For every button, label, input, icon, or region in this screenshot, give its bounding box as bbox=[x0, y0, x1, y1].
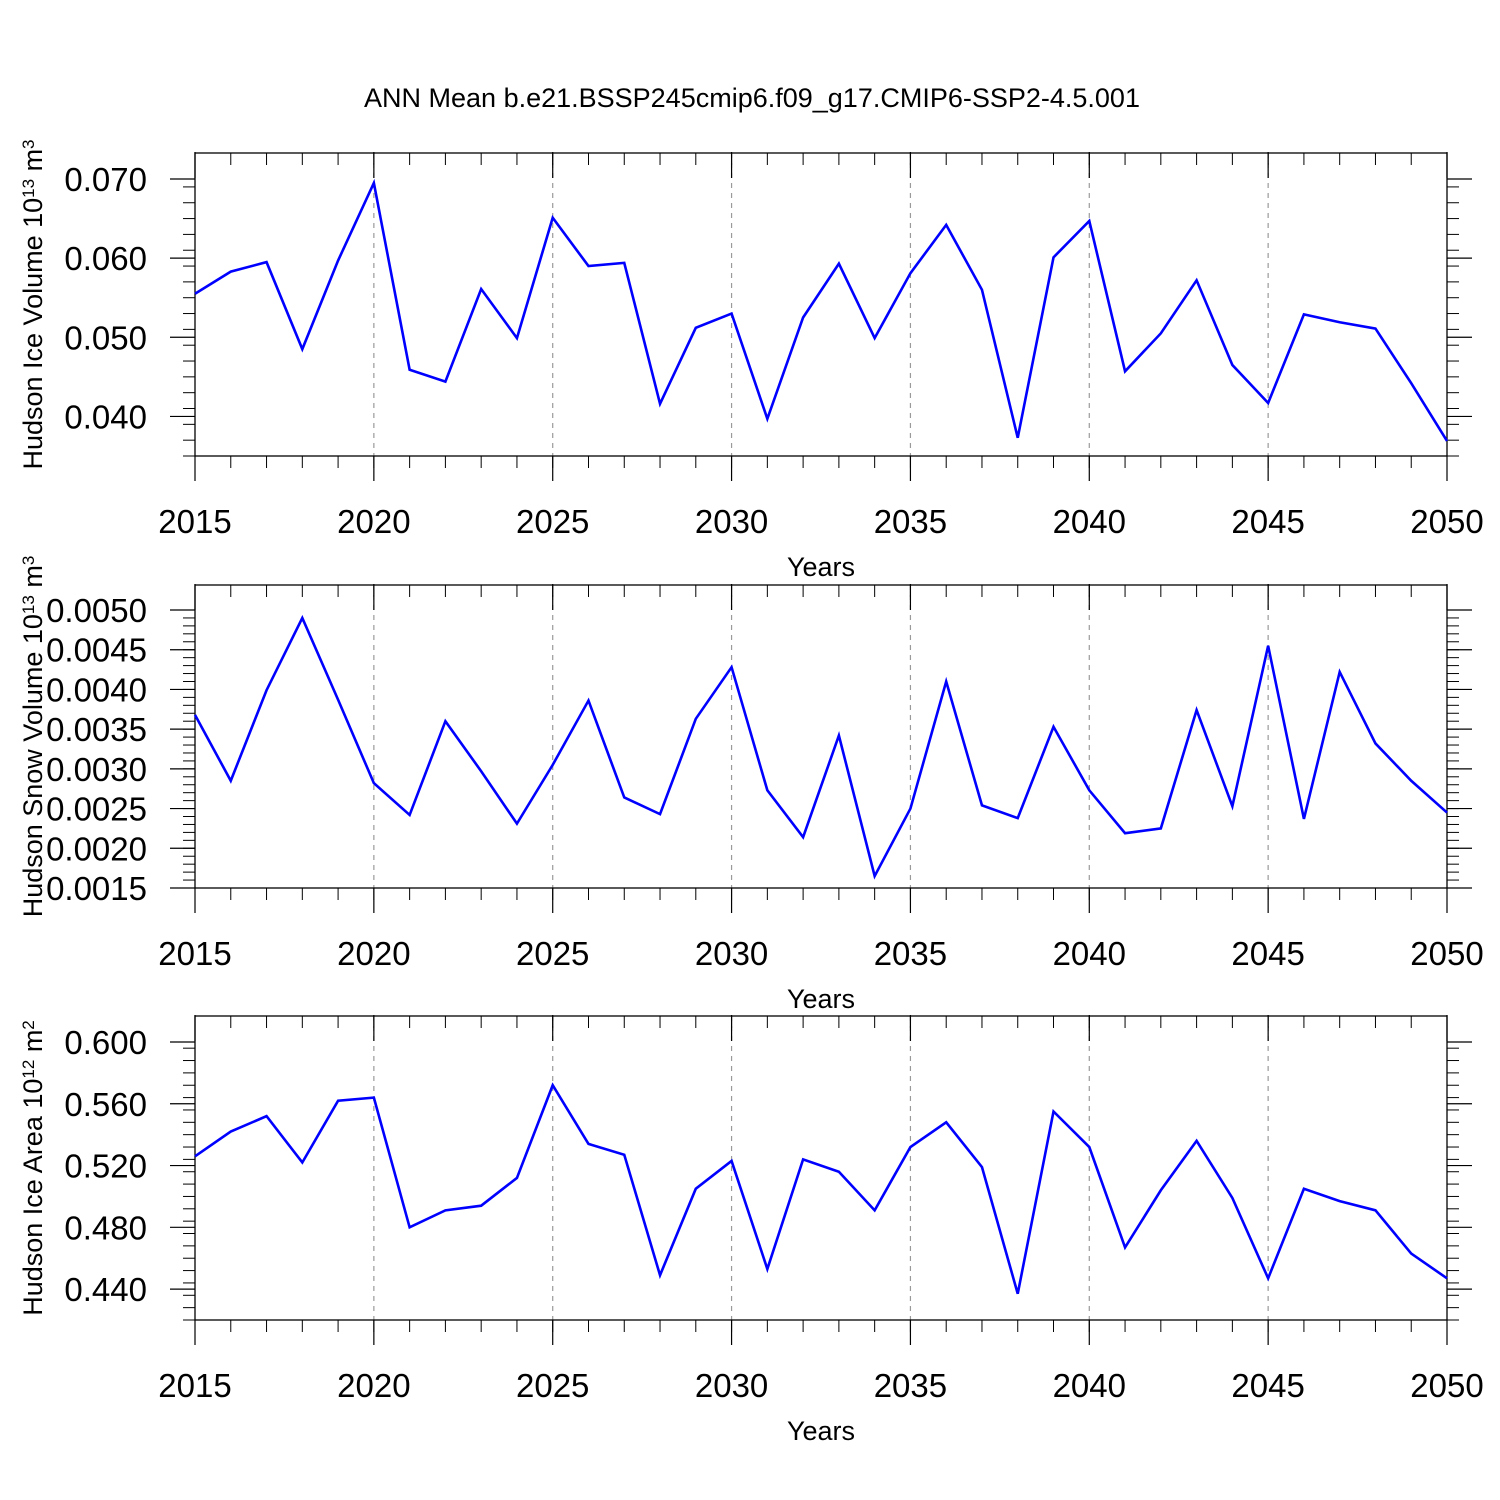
x-tick-label: 2020 bbox=[337, 935, 410, 972]
y-axis-label-superscript: 2 bbox=[19, 1020, 38, 1029]
x-tick-label: 2020 bbox=[337, 1367, 410, 1404]
x-tick-label: 2045 bbox=[1231, 503, 1304, 540]
x-tick-label: 2040 bbox=[1053, 503, 1126, 540]
y-axis-label-superscript: 13 bbox=[19, 595, 38, 614]
x-tick-label: 2030 bbox=[695, 935, 768, 972]
y-axis-label-part: Hudson Ice Area 10 bbox=[18, 1079, 48, 1316]
y-axis-label-superscript: 3 bbox=[19, 139, 38, 148]
x-tick-label: 2025 bbox=[516, 503, 589, 540]
x-tick-label: 2025 bbox=[516, 1367, 589, 1404]
x-tick-label: 2035 bbox=[874, 935, 947, 972]
x-tick-label: 2030 bbox=[695, 1367, 768, 1404]
y-axis-label-part: m bbox=[18, 149, 48, 179]
y-tick-label: 0.0025 bbox=[46, 791, 147, 828]
y-tick-label: 0.440 bbox=[64, 1271, 147, 1308]
x-tick-label: 2050 bbox=[1410, 1367, 1483, 1404]
y-axis-label-part: m bbox=[18, 1030, 48, 1060]
panel-1: 2015 2020 2025 2030 2035 2040 2045 2050 0.040 0.0… bbox=[18, 139, 1484, 582]
x-tick-label: 2035 bbox=[874, 503, 947, 540]
x-tick-label: 2050 bbox=[1410, 935, 1483, 972]
x-tick-label: 2045 bbox=[1231, 1367, 1304, 1404]
series-line bbox=[194, 1082, 1448, 1295]
y-tick-label: 0.520 bbox=[64, 1148, 147, 1185]
y-axis-label: Hudson Snow Volume 1013 m3 bbox=[18, 556, 48, 918]
panel-2: 2015 2020 2025 2030 2035 2040 2045 20500.00150.… bbox=[18, 556, 1484, 1014]
y-tick-label: 0.0050 bbox=[46, 592, 147, 629]
y-axis-label-part: m bbox=[18, 565, 48, 595]
y-axis-label-superscript: 13 bbox=[19, 179, 38, 198]
y-axis-label-superscript: 3 bbox=[19, 556, 38, 565]
y-axis-label: Hudson Ice Volume 1013 m3 bbox=[18, 139, 48, 469]
y-tick-label: 0.050 bbox=[64, 319, 147, 356]
y-tick-label: 0.0035 bbox=[46, 711, 147, 748]
y-tick-label: 0.600 bbox=[64, 1024, 147, 1061]
plot-frame bbox=[194, 1015, 1448, 1321]
series-line bbox=[194, 178, 1449, 442]
panel-3: 2015 2020 2025 2030 2035 2040 2045 2050 0.440 0.4… bbox=[18, 1015, 1484, 1446]
x-tick-label: 2030 bbox=[695, 503, 768, 540]
y-tick-label: 0.560 bbox=[64, 1086, 147, 1123]
y-tick-label: 0.0030 bbox=[46, 751, 147, 788]
series-line bbox=[193, 614, 1448, 880]
x-tick-label: 2015 bbox=[158, 1367, 231, 1404]
plot-frame bbox=[194, 584, 1448, 889]
y-tick-label: 0.0020 bbox=[46, 830, 147, 867]
x-tick-label: 2015 bbox=[158, 935, 231, 972]
y-tick-label: 0.060 bbox=[64, 240, 147, 277]
x-tick-label: 2020 bbox=[337, 503, 410, 540]
y-axis-label-part: Hudson Ice Volume 10 bbox=[18, 198, 48, 470]
y-tick-label: 0.0015 bbox=[46, 870, 147, 907]
x-tick-label: 2045 bbox=[1231, 935, 1304, 972]
y-tick-label: 0.480 bbox=[64, 1209, 147, 1246]
y-tick-label: 0.0040 bbox=[46, 671, 147, 708]
y-axis-label-superscript: 12 bbox=[19, 1060, 38, 1079]
x-tick-label: 2050 bbox=[1410, 503, 1483, 540]
x-tick-label: 2040 bbox=[1053, 1367, 1126, 1404]
y-tick-label: 0.040 bbox=[64, 398, 147, 435]
y-tick-label: 0.070 bbox=[64, 161, 147, 198]
x-axis-label: Years bbox=[787, 984, 855, 1014]
x-tick-label: 2025 bbox=[516, 935, 589, 972]
panels: 2015 2020 2025 2030 2035 2040 2045 2050 0.040 0.0… bbox=[18, 139, 1484, 1446]
x-axis-label: Years bbox=[787, 1416, 855, 1446]
chart-title: ANN Mean b.e21.BSSP245cmip6.f09_g17.CMIP… bbox=[364, 83, 1140, 113]
x-tick-label: 2040 bbox=[1053, 935, 1126, 972]
x-tick-label: 2035 bbox=[874, 1367, 947, 1404]
plot-frame bbox=[194, 152, 1448, 457]
y-axis-label-part: Hudson Snow Volume 10 bbox=[18, 614, 48, 917]
y-axis-label: Hudson Ice Area 1012 m2 bbox=[18, 1020, 48, 1316]
x-tick-label: 2015 bbox=[158, 503, 231, 540]
y-tick-label: 0.0045 bbox=[46, 632, 147, 669]
x-axis-label: Years bbox=[787, 552, 855, 582]
